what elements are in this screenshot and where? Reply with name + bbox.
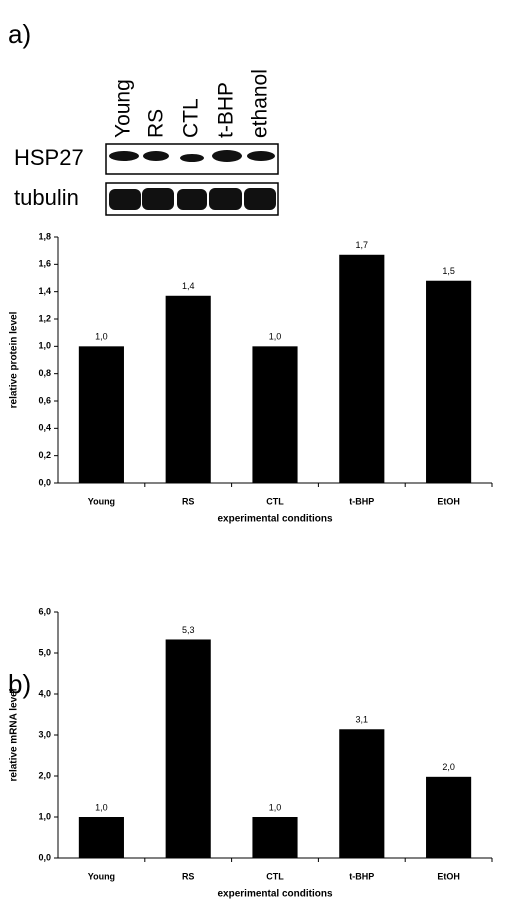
value-label: 1,5 <box>442 266 455 276</box>
bar <box>79 346 124 483</box>
value-label: 3,1 <box>356 715 369 725</box>
y-tick-label: 1,0 <box>38 341 51 351</box>
bar <box>79 817 124 858</box>
value-label: 2,0 <box>442 762 455 772</box>
x-tick-label: EtOH <box>437 496 460 506</box>
value-label: 1,7 <box>356 240 369 250</box>
y-tick-label: 1,0 <box>38 811 51 821</box>
y-tick-label: 0,8 <box>38 368 51 378</box>
figure: a) b) YoungRSCTLt-BHPethanolHSP27tubulin… <box>0 0 506 906</box>
lane-label: RS <box>145 109 168 138</box>
bar <box>426 281 471 483</box>
x-axis-title: experimental conditions <box>217 514 332 525</box>
value-label: 1,0 <box>269 802 282 812</box>
bar <box>166 296 211 483</box>
y-tick-label: 0,0 <box>38 477 51 487</box>
y-tick-label: 1,8 <box>38 231 51 241</box>
x-tick-label: CTL <box>266 871 284 881</box>
y-tick-label: 0,6 <box>38 395 51 405</box>
bar <box>339 255 384 483</box>
x-axis-title: experimental conditions <box>217 889 332 900</box>
x-tick-label: CTL <box>266 496 284 506</box>
y-axis-title: relative protein level <box>9 311 20 408</box>
lane-label: CTL <box>180 98 203 138</box>
y-tick-label: 1,6 <box>38 259 51 269</box>
y-tick-label: 0,0 <box>38 852 51 862</box>
y-tick-label: 4,0 <box>38 688 51 698</box>
lane-label: ethanol <box>249 69 272 138</box>
y-tick-label: 0,4 <box>38 423 51 433</box>
row-label: tubulin <box>14 185 79 210</box>
x-tick-label: RS <box>182 496 195 506</box>
row-label: HSP27 <box>14 145 84 170</box>
y-tick-label: 6,0 <box>38 606 51 616</box>
bar <box>252 346 297 483</box>
bands <box>109 150 276 210</box>
value-label: 1,4 <box>182 281 195 291</box>
x-tick-label: t-BHP <box>349 871 374 881</box>
x-tick-label: Young <box>88 871 115 881</box>
x-tick-label: EtOH <box>437 871 460 881</box>
bar <box>252 817 297 858</box>
bar <box>166 639 211 858</box>
y-tick-label: 3,0 <box>38 729 51 739</box>
x-tick-label: Young <box>88 496 115 506</box>
y-axis-title: relative mRNA level <box>9 688 20 781</box>
value-label: 1,0 <box>269 332 282 342</box>
lane-label: t-BHP <box>215 82 238 138</box>
y-tick-label: 0,2 <box>38 450 51 460</box>
value-label: 5,3 <box>182 625 195 635</box>
y-tick-label: 1,2 <box>38 313 51 323</box>
bar <box>426 777 471 858</box>
lane-label: Young <box>112 79 135 138</box>
y-tick-label: 2,0 <box>38 770 51 780</box>
panel-label: a) <box>8 19 31 49</box>
bar <box>339 729 384 858</box>
x-tick-label: t-BHP <box>349 496 374 506</box>
x-tick-label: RS <box>182 871 195 881</box>
value-label: 1,0 <box>95 802 108 812</box>
blot <box>106 144 278 215</box>
y-tick-label: 1,4 <box>38 286 51 296</box>
value-label: 1,0 <box>95 332 108 342</box>
y-tick-label: 5,0 <box>38 647 51 657</box>
